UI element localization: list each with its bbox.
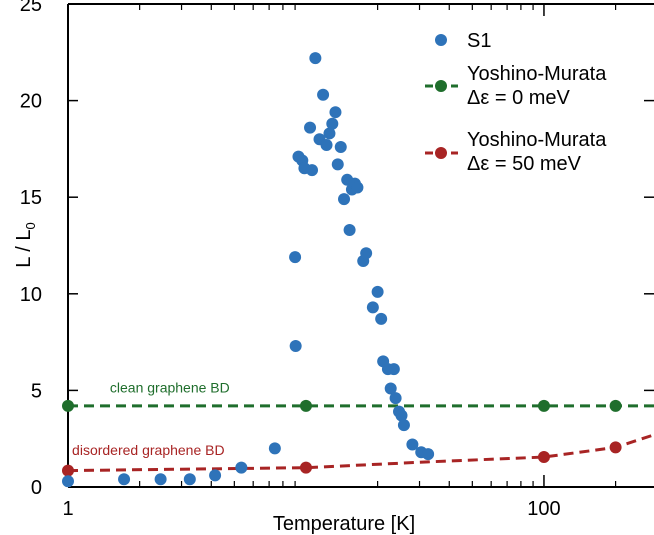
legend-ym0-label-line2: Δε = 0 meV [467,87,571,109]
y-tick-label: 20 [20,91,42,113]
series-marker [62,464,74,477]
annotations-group: clean graphene BD disordered graphene BD [72,379,230,458]
y-tick-label: 5 [31,380,42,402]
y-tick-label: 10 [20,284,42,306]
data-point [406,438,419,451]
data-point [289,339,302,352]
data-point [389,392,402,405]
x-tick-label: 100 [527,498,560,520]
x-tick-label: 1 [62,498,73,520]
data-point [317,88,330,101]
data-point [235,461,248,474]
annotation-clean-graphene: clean graphene BD [110,379,230,395]
data-point [334,140,347,153]
legend-ym50-label-line2: Δε = 50 meV [467,153,582,175]
data-point [320,139,333,152]
data-point [209,469,222,482]
series-marker [537,451,550,464]
legend-s1-marker [435,34,447,46]
data-point [306,164,319,177]
legend: S1 Yoshino-Murata Δε = 0 meV Yoshino-Mur… [425,30,607,175]
legend-ym0-label: Yoshino-Murata [467,63,607,85]
y-axis-label: L / L0 [13,222,38,267]
series-marker [609,441,622,454]
data-point [384,382,397,395]
data-point [326,117,339,130]
legend-ym0-marker [435,80,447,92]
data-point [375,312,388,325]
legend-ym50-label: Yoshino-Murata [467,129,607,151]
y-axis-label-main: L / L [13,230,35,268]
data-point [183,473,196,486]
data-point [329,106,342,119]
data-point [304,121,317,134]
data-point [338,193,351,206]
data-point [343,224,356,237]
y-tick-label: 15 [20,187,42,209]
data-point [395,409,408,422]
data-point [323,127,336,140]
data-point [62,475,74,488]
data-point [422,448,435,461]
data-point [331,158,344,171]
data-point [397,419,410,432]
points-group [62,52,435,488]
legend-s1-label: S1 [467,30,491,52]
data-point [366,301,379,314]
data-point [289,251,302,264]
lines-group [62,399,654,477]
x-axis-label: Temperature [K] [273,513,415,535]
data-point [371,285,384,298]
data-point [351,181,364,194]
legend-ym50-marker [435,147,447,159]
annotation-disordered-graphene: disordered graphene BD [72,442,225,458]
y-axis-label-subscript: 0 [23,222,38,229]
y-tick-label: 0 [31,477,42,499]
series-marker [299,399,312,412]
series-marker [62,399,74,412]
data-point [360,247,373,260]
data-point [118,473,131,486]
series-line [67,433,654,473]
series-marker [537,399,550,412]
series-marker [299,461,312,474]
data-point [268,442,281,455]
series-marker [609,399,622,412]
data-point [154,473,167,486]
y-tick-label: 25 [20,0,42,16]
ticks-group: 0 5 10 15 20 25 1 100 [20,0,654,520]
data-point [387,363,400,376]
data-point [309,52,322,65]
